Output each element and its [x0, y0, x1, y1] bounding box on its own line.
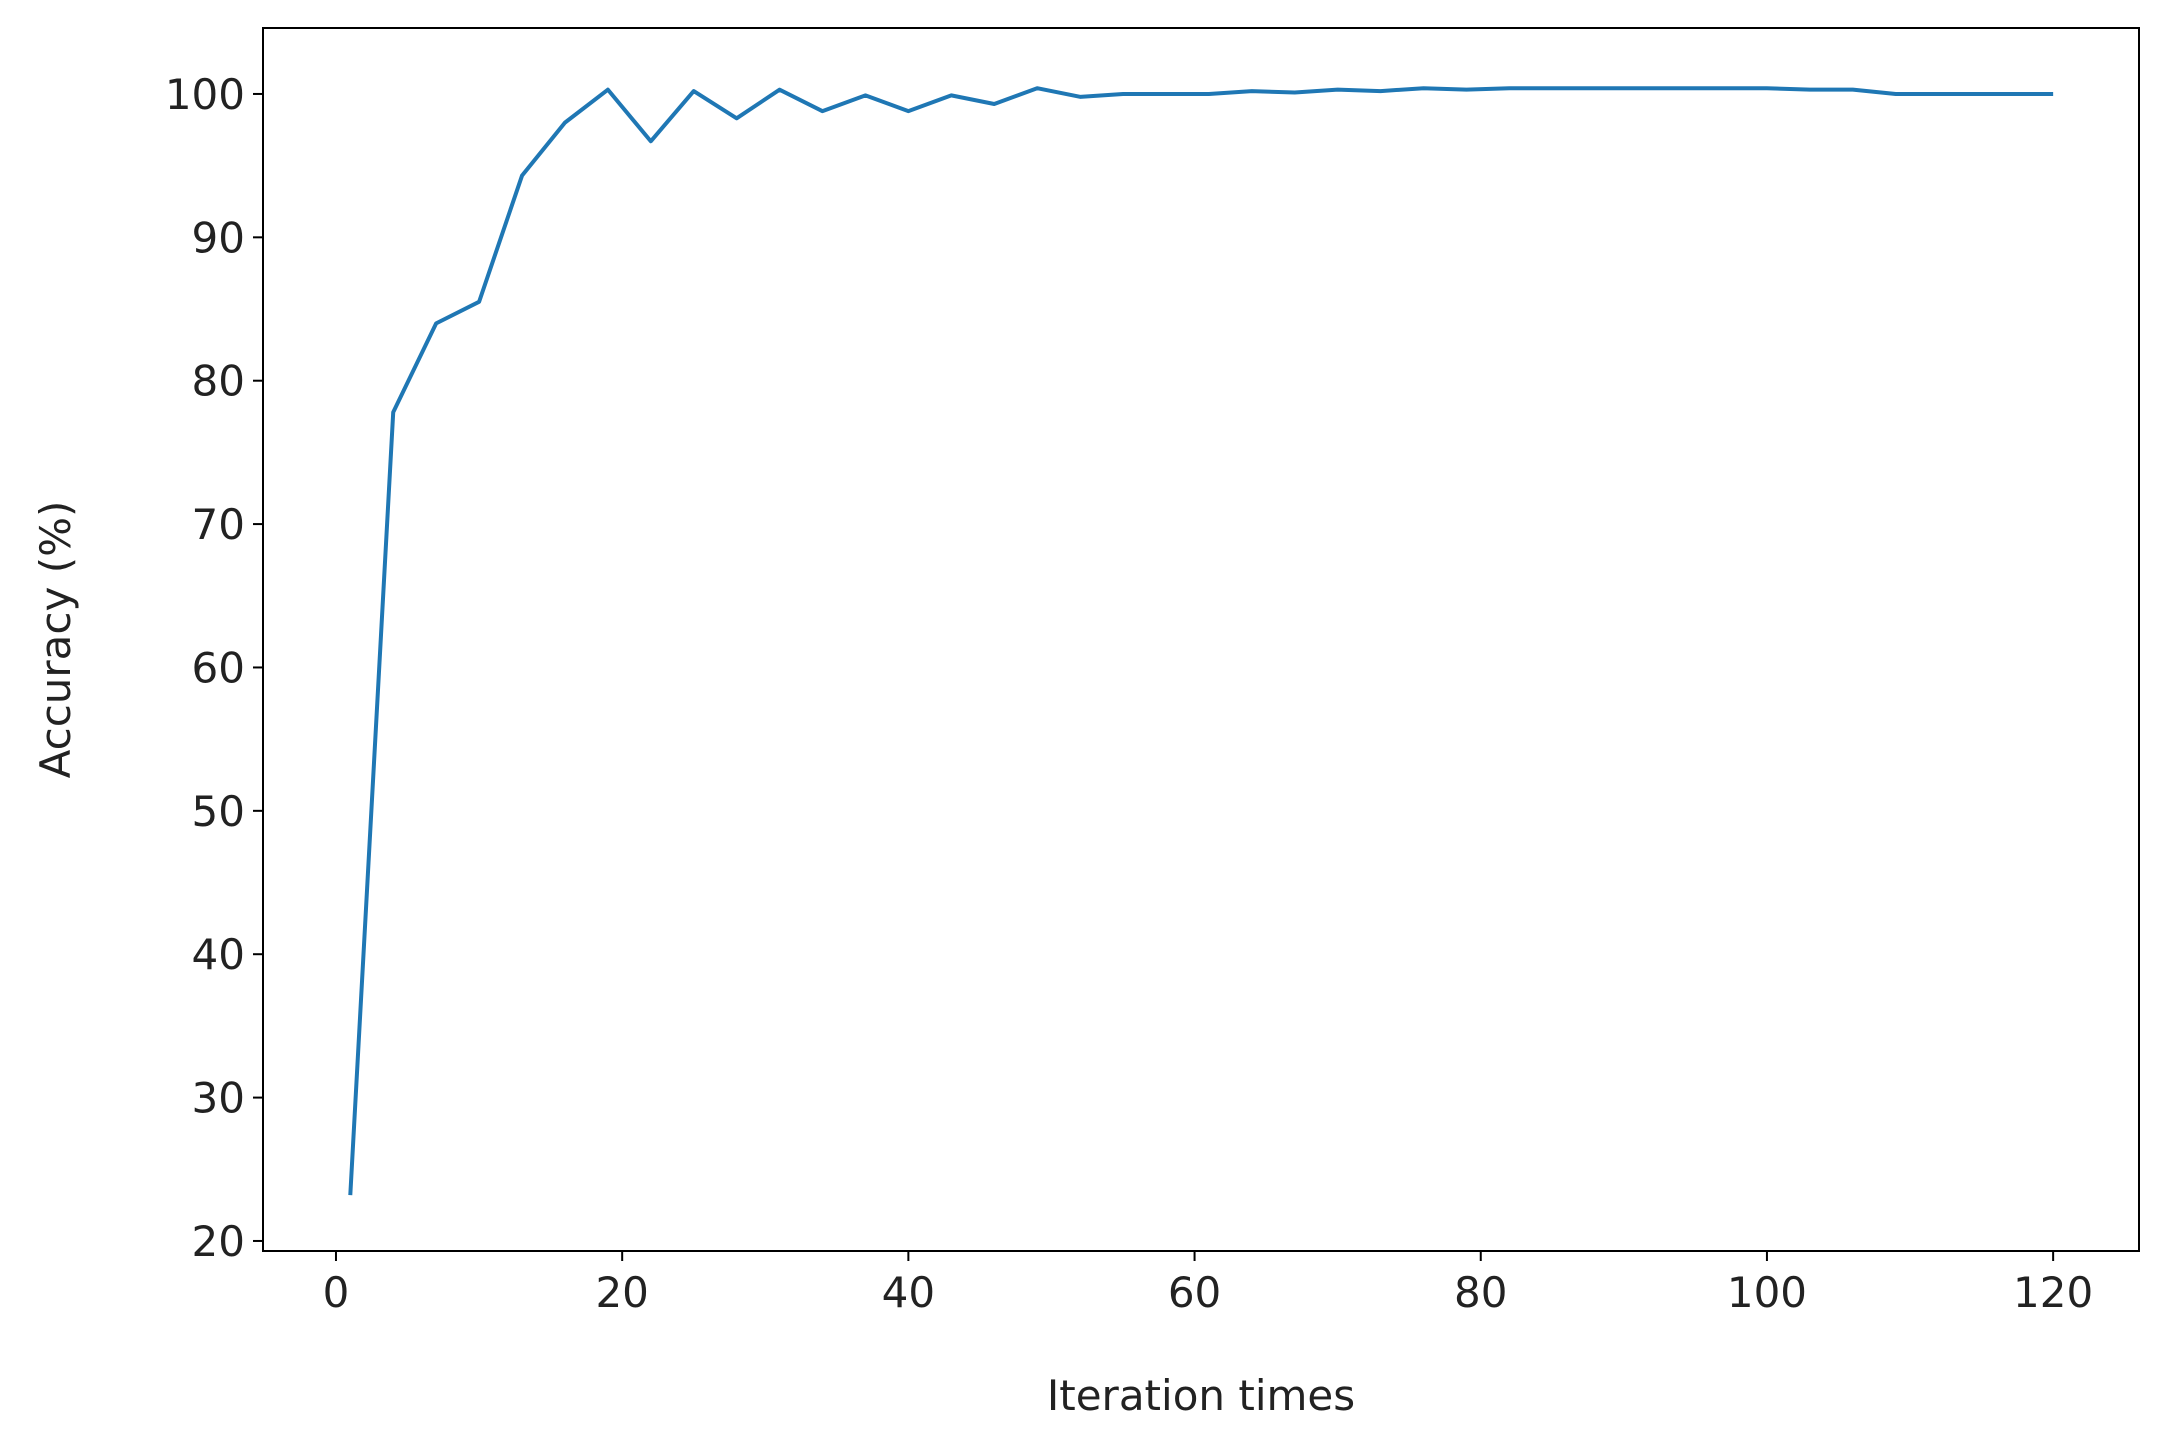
y-tick-label: 50: [192, 787, 245, 836]
y-tick-label: 60: [192, 643, 245, 692]
x-axis-label: Iteration times: [1047, 1371, 1355, 1420]
y-tick-label: 90: [192, 213, 245, 262]
x-tick-label: 100: [1727, 1268, 1807, 1317]
data-line: [348, 86, 2054, 1196]
plot-frame: [262, 27, 2140, 1252]
y-tick-label: 40: [192, 930, 245, 979]
y-tick-label: 80: [192, 357, 245, 406]
x-tick-label: 20: [595, 1268, 648, 1317]
y-tick-label: 30: [192, 1074, 245, 1123]
x-tick-label: 80: [1454, 1268, 1507, 1317]
y-tick-label: 100: [165, 70, 245, 119]
y-axis-label: Accuracy (%): [31, 501, 80, 779]
x-tick-label: 60: [1168, 1268, 1221, 1317]
x-tick-label: 0: [323, 1268, 350, 1317]
y-tick-label: 20: [192, 1217, 245, 1266]
x-tick-label: 40: [882, 1268, 935, 1317]
y-tick-label: 70: [192, 500, 245, 549]
x-tick-label: 120: [2013, 1268, 2093, 1317]
